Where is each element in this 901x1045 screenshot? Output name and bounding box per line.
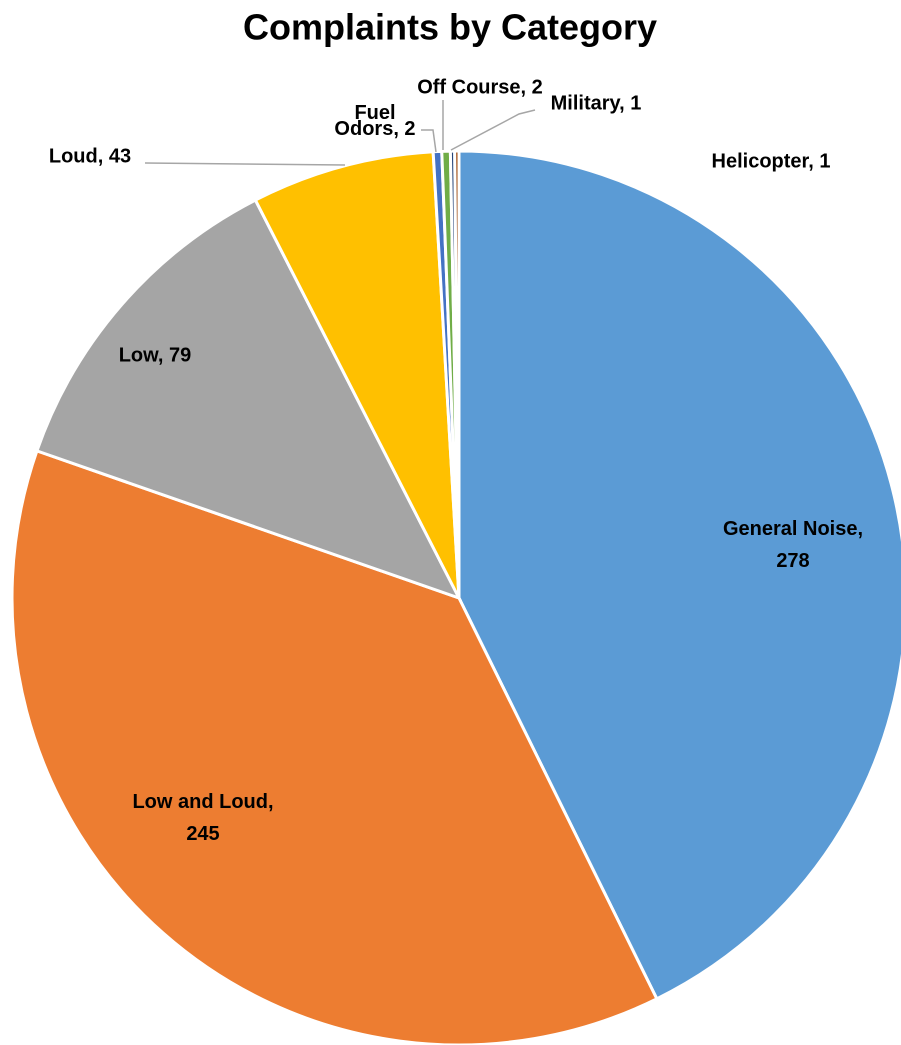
label-line: Odors, 2 (334, 118, 415, 140)
leader-line (450, 109, 536, 151)
chart-title: Complaints by Category (243, 7, 657, 48)
data-label: General Noise, 278 (723, 518, 863, 572)
pie-slice (34, 198, 463, 601)
data-label: Military, 1 (551, 92, 642, 114)
data-label: Low and Loud, 245 (132, 791, 273, 845)
leader-line (144, 162, 346, 166)
label-line: 245 (186, 823, 219, 845)
data-label: Low, 79 (119, 344, 192, 366)
pie-slice (10, 448, 659, 1045)
label-line: Fuel (354, 102, 395, 124)
leader-line (421, 129, 437, 153)
label-line: Low and Loud, (132, 791, 273, 813)
pie-slice (453, 149, 461, 599)
data-label: Helicopter, 1 (712, 150, 831, 172)
pie-slice (457, 149, 901, 1001)
data-label: Off Course, 2 (417, 76, 543, 98)
slices (10, 149, 901, 1045)
data-label: Fuel Odors, 2 (334, 102, 415, 140)
pie-slice (253, 150, 461, 599)
label-line: General Noise, (723, 518, 863, 540)
data-label: Loud, 43 (49, 145, 131, 167)
label-line: 278 (776, 550, 809, 572)
